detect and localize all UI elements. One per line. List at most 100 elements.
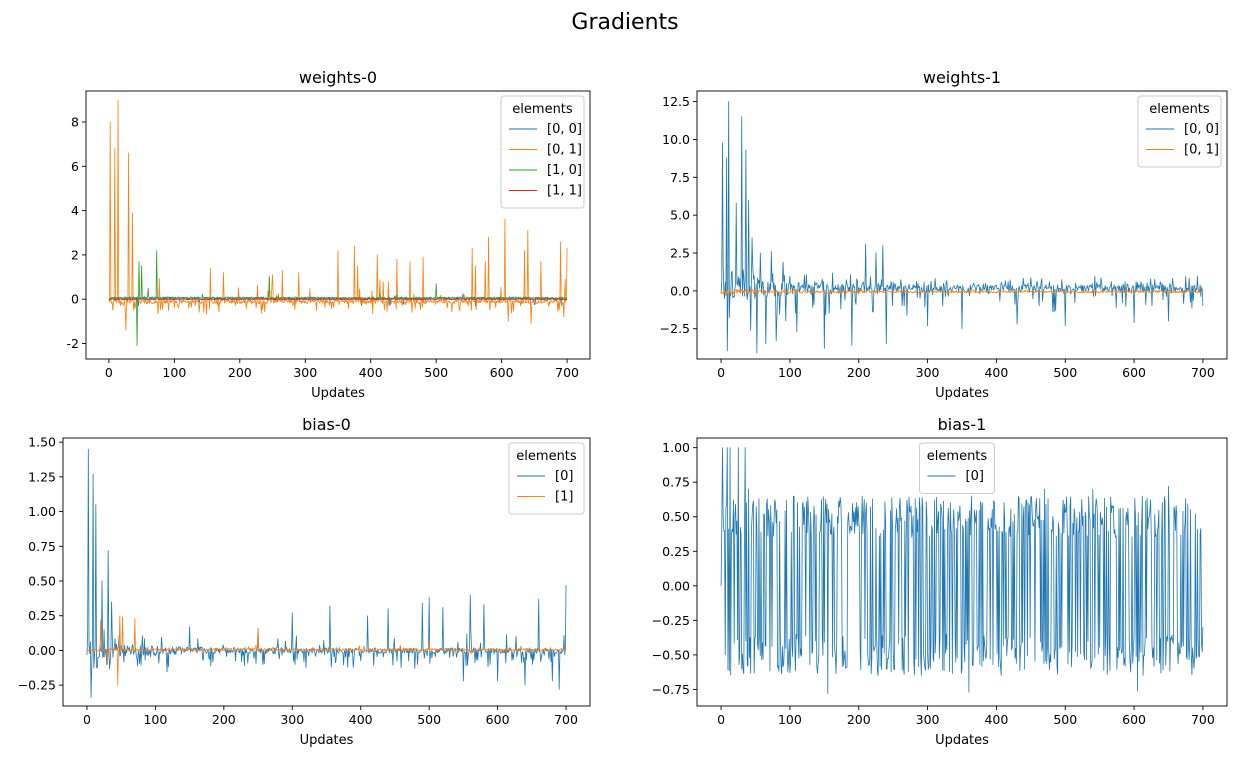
legend-title: elements	[1149, 102, 1210, 117]
y-tick-label: −0.25	[18, 678, 56, 693]
x-tick-label: 700	[1191, 365, 1215, 380]
x-axis-label: Updates	[935, 386, 989, 401]
plot-area	[108, 99, 568, 347]
legend-entry: [0, 0]	[1184, 122, 1219, 137]
x-tick-label: 200	[847, 712, 871, 727]
x-tick-label: 600	[490, 365, 514, 380]
x-tick-label: 100	[143, 712, 167, 727]
x-tick-label: 300	[916, 365, 940, 380]
subplot-weights-1: 0 100 200 300 400 500 600 700 −2.5 0.0 2.5 5.0 7.5 10…	[660, 68, 1228, 401]
x-tick-label: 600	[486, 712, 510, 727]
x-axis-label: Updates	[311, 386, 365, 401]
y-tick-label: 1.50	[28, 435, 56, 450]
legend-box	[919, 442, 995, 494]
y-tick-label: 2.5	[670, 246, 690, 261]
x-tick-label: 300	[916, 712, 940, 727]
x-tick-label: 200	[847, 365, 871, 380]
y-tick-label: 5.0	[670, 208, 690, 223]
legend-box	[500, 95, 585, 209]
y-tick-label: 12.5	[662, 94, 690, 109]
plot-area	[720, 447, 1204, 694]
y-tick-label: −0.75	[652, 682, 690, 697]
x-tick-label: 700	[555, 365, 579, 380]
legend-entry: [0, 1]	[547, 143, 582, 158]
subplot-title: weights-1	[923, 68, 1001, 87]
legend-entry: [0]	[555, 469, 573, 484]
legend: elements [0] [1]	[508, 442, 585, 515]
x-tick-label: 700	[1191, 712, 1215, 727]
y-tick-label: 7.5	[670, 170, 690, 185]
y-tick-label: 1.25	[28, 469, 56, 484]
x-axis-label: Updates	[935, 733, 989, 748]
series-line-1	[86, 615, 567, 686]
series-line-3	[108, 298, 568, 301]
plot-area	[720, 101, 1204, 354]
legend: elements [0]	[919, 442, 995, 494]
y-tick-label: −0.50	[652, 647, 690, 662]
axes-frame	[696, 437, 1228, 707]
legend: elements [0, 0] [0, 1] [1, 0] [1, 1]	[500, 95, 585, 209]
x-tick-label: 200	[228, 365, 252, 380]
y-tick-label: 2	[71, 247, 79, 262]
figure-title: Gradients	[571, 10, 678, 35]
subplot-title: bias-1	[938, 415, 987, 434]
legend-title: elements	[927, 449, 988, 464]
series-line-1	[108, 99, 568, 331]
y-tick-label: 0.25	[662, 544, 690, 559]
x-tick-label: 400	[349, 712, 373, 727]
y-tick-label: 1.00	[28, 504, 56, 519]
y-tick-label: 0	[71, 292, 79, 307]
y-tick-label: 1.00	[662, 440, 690, 455]
x-tick-label: 100	[778, 712, 802, 727]
series-line-0	[720, 447, 1204, 694]
y-tick-label: 0.00	[662, 578, 690, 593]
subplot-title: bias-0	[302, 415, 351, 434]
legend-title: elements	[516, 449, 577, 464]
y-tick-label: 0.50	[28, 574, 56, 589]
legend-entry: [0, 0]	[547, 122, 582, 137]
y-tick-label: 6	[71, 159, 79, 174]
y-tick-label: 8	[71, 115, 79, 130]
legend-entry: [1, 1]	[547, 184, 582, 199]
legend-title: elements	[512, 102, 573, 117]
x-tick-label: 600	[1122, 365, 1146, 380]
x-tick-label: 300	[293, 365, 317, 380]
x-tick-label: 500	[1053, 365, 1077, 380]
x-tick-label: 700	[554, 712, 578, 727]
series-line-2	[108, 250, 568, 347]
axes-frame	[85, 90, 591, 360]
legend-entry: [1, 0]	[547, 163, 582, 178]
y-tick-label: 4	[71, 203, 79, 218]
x-tick-label: 0	[105, 365, 113, 380]
x-tick-label: 100	[162, 365, 186, 380]
subplot-bias-1: 0 100 200 300 400 500 600 700 −0.75 −0.50 −0.25 0.0…	[652, 415, 1228, 748]
x-tick-label: 300	[280, 712, 304, 727]
x-tick-label: 400	[984, 712, 1008, 727]
x-tick-label: 200	[212, 712, 236, 727]
y-tick-label: 0.75	[28, 539, 56, 554]
legend-entry: [1]	[555, 490, 573, 505]
y-tick-label: −2.5	[660, 321, 690, 336]
x-tick-label: 400	[984, 365, 1008, 380]
y-tick-label: 0.75	[662, 475, 690, 490]
y-tick-label: 10.0	[662, 132, 690, 147]
y-tick-label: 0.50	[662, 509, 690, 524]
series-line-0	[86, 448, 567, 699]
subplot-weights-0: 0 100 200 300 400 500 600 700 -2 0 2 4 6 8 weights-0 Up…	[67, 68, 591, 401]
x-tick-label: 600	[1122, 712, 1146, 727]
legend: elements [0, 0] [0, 1]	[1137, 95, 1222, 168]
x-tick-label: 500	[417, 712, 441, 727]
x-tick-label: 400	[359, 365, 383, 380]
y-tick-label: 0.00	[28, 643, 56, 658]
series-line-0	[720, 101, 1204, 354]
subplot-title: weights-0	[299, 68, 377, 87]
series-line-1	[720, 287, 1204, 295]
legend-entry: [0]	[966, 469, 984, 484]
x-tick-label: 0	[717, 712, 725, 727]
axes-frame	[696, 90, 1228, 360]
y-tick-label: 0.0	[670, 283, 690, 298]
plot-area	[86, 448, 567, 699]
legend-entry: [0, 1]	[1184, 143, 1219, 158]
subplot-bias-0: 0 100 200 300 400 500 600 700 −0.25 0.00 0.25 0.50 0…	[18, 415, 591, 748]
